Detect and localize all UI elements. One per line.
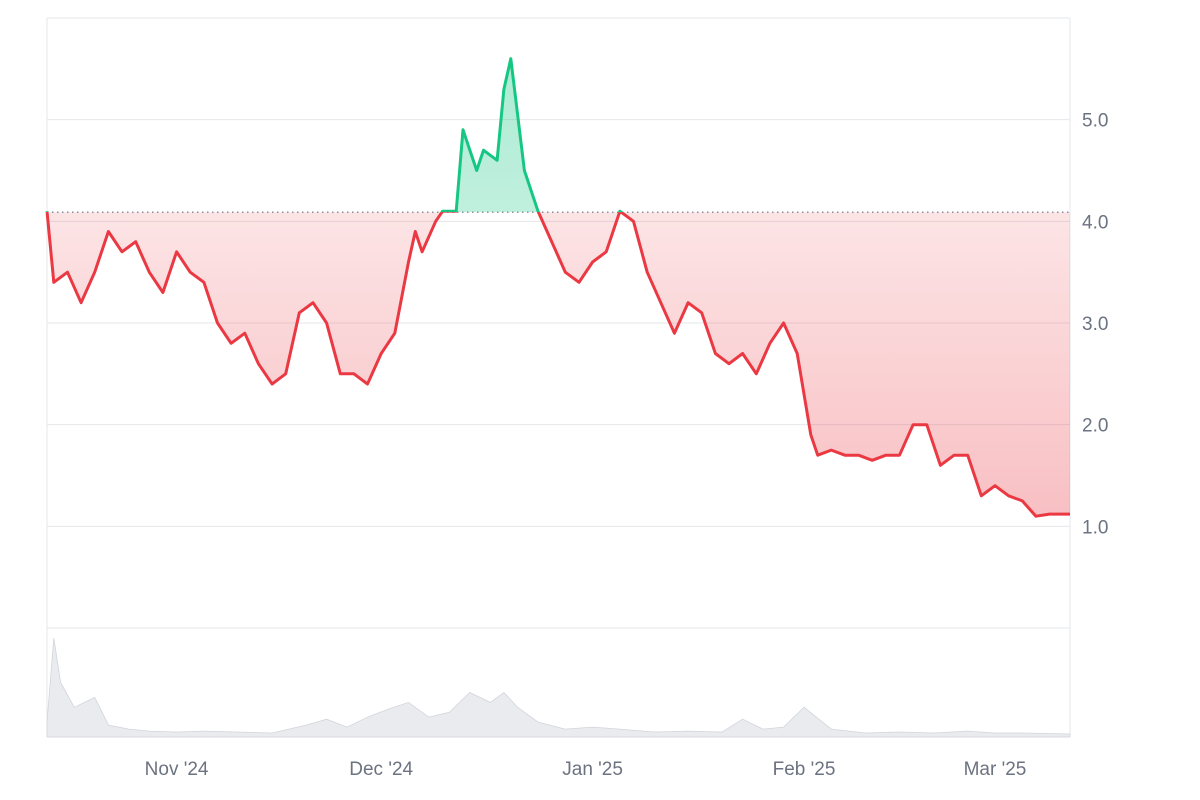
y-tick-label: 4.0 <box>1082 212 1108 233</box>
x-tick-label: Mar '25 <box>964 759 1027 780</box>
x-tick-label: Jan '25 <box>562 759 623 780</box>
y-tick-label: 5.0 <box>1082 111 1108 132</box>
fill-below-baseline <box>47 212 1070 517</box>
price-line <box>45 57 1070 518</box>
volume-fill <box>46 637 1071 738</box>
x-tick-label: Feb '25 <box>773 759 836 780</box>
volume-area <box>46 637 1071 738</box>
price-fill <box>47 58 1070 517</box>
y-tick-label: 3.0 <box>1082 314 1108 335</box>
y-tick-label: 1.0 <box>1082 517 1108 538</box>
x-tick-label: Nov '24 <box>145 759 209 780</box>
price-line-above <box>45 57 624 213</box>
y-axis: 5.0 4.0 3.0 2.0 1.0 <box>1082 111 1108 539</box>
price-line-below <box>45 212 1070 518</box>
fill-above-baseline <box>47 58 622 213</box>
x-tick-label: Dec '24 <box>349 759 413 780</box>
x-axis: Nov '24 Dec '24 Jan '25 Feb '25 Mar '25 <box>145 759 1027 780</box>
y-tick-label: 2.0 <box>1082 416 1108 437</box>
